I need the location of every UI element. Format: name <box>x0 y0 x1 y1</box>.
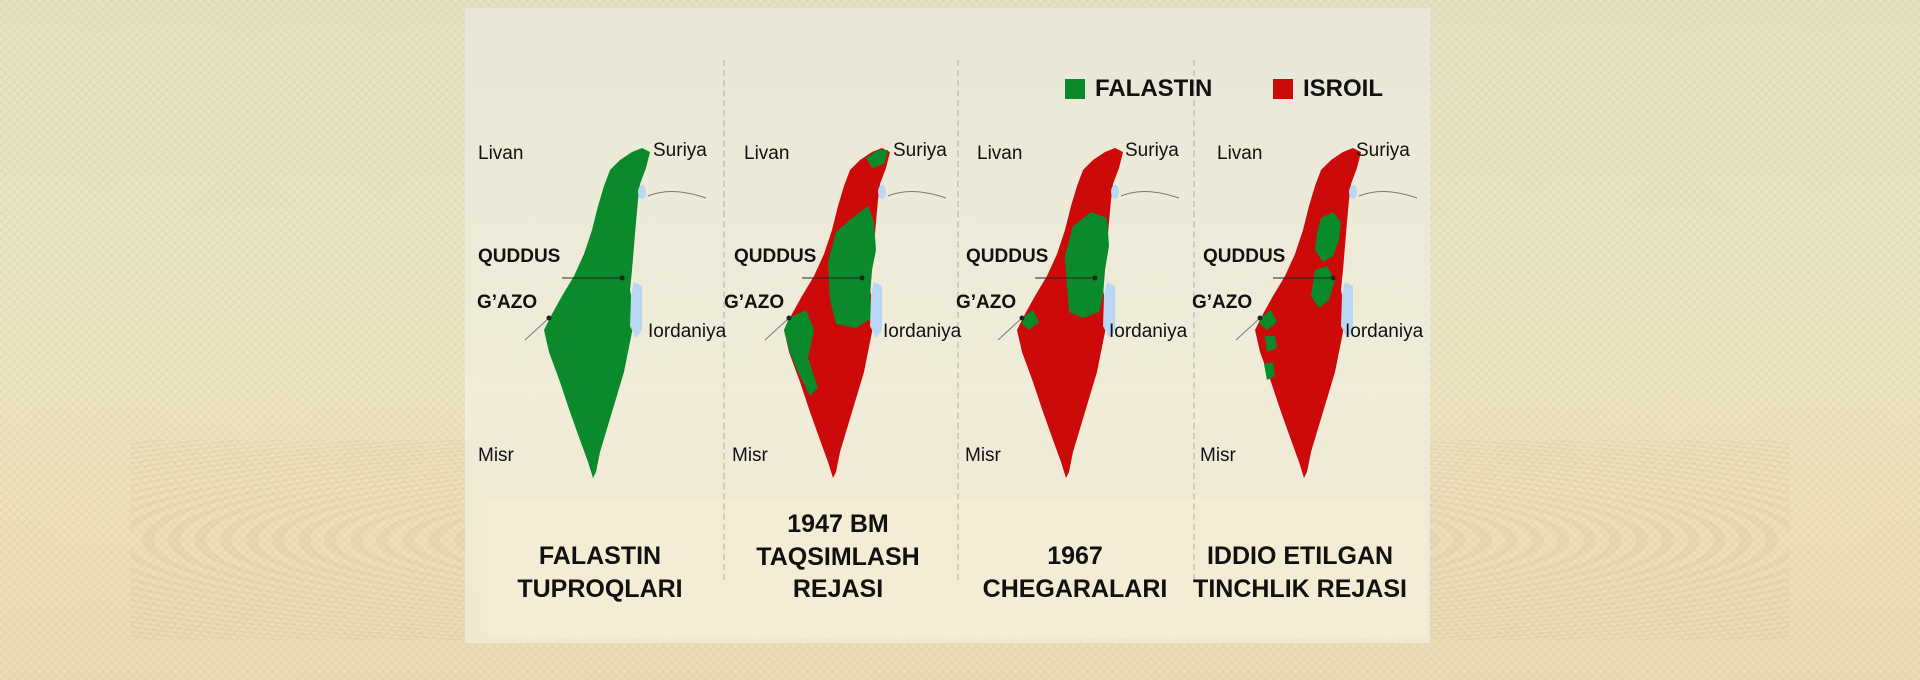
label-jerusalem: QUDDUS <box>966 246 1049 267</box>
territory-palestine <box>544 148 650 478</box>
jerusalem-dot <box>619 275 625 281</box>
jerusalem-dot <box>1330 275 1336 281</box>
caption-line: 1967 <box>1047 542 1103 570</box>
label-gaza: G’AZO <box>956 292 1017 313</box>
panel-divider <box>957 60 959 580</box>
label-jordan: Iordaniya <box>1345 321 1424 342</box>
label-gaza: G’AZO <box>724 292 785 313</box>
sea-of-galilee <box>1349 185 1357 199</box>
caption-line: TAQSIMLASH <box>756 542 920 571</box>
river-line <box>764 317 790 341</box>
label-jerusalem: QUDDUS <box>734 246 817 267</box>
caption-line: 1947 BM <box>787 510 889 538</box>
sea-of-galilee <box>878 185 886 199</box>
label-egypt: Misr <box>732 445 768 466</box>
panel-divider <box>723 60 725 580</box>
territory-palestine <box>866 150 888 168</box>
caption-line: REJASI <box>792 575 884 603</box>
caption-3: 1967 CHEGARALARI <box>960 540 1190 605</box>
territory-palestine <box>784 310 818 396</box>
caption-4: IDDIO ETILGAN TINCHLIK REJASI <box>1175 540 1425 605</box>
label-syria: Suriya <box>1125 140 1179 161</box>
label-jordan: Iordaniya <box>1109 321 1188 342</box>
sea-of-galilee <box>638 185 646 199</box>
gaza-dot <box>546 315 552 321</box>
dead-sea <box>870 282 882 338</box>
sea-of-galilee <box>1111 185 1119 199</box>
caption-line: TINCHLIK REJASI <box>1193 574 1407 603</box>
river-line <box>1120 191 1180 199</box>
dead-sea <box>630 282 642 338</box>
israel-swatch <box>1273 79 1293 99</box>
caption-line: CHEGARALARI <box>982 574 1168 603</box>
territory-palestine <box>1065 212 1109 318</box>
territory-palestine <box>1265 336 1277 352</box>
label-egypt: Misr <box>1200 445 1236 466</box>
label-lebanon: Livan <box>478 143 524 164</box>
territory-palestine <box>1315 212 1341 262</box>
river-line <box>887 191 947 199</box>
label-gaza: G’AZO <box>1192 292 1253 313</box>
label-jordan: Iordaniya <box>883 321 962 342</box>
label-lebanon: Livan <box>977 143 1023 164</box>
palestine-swatch <box>1065 79 1085 99</box>
caption-line: FALASTIN <box>538 542 662 570</box>
caption-2: 1947 BM TAQSIMLASH REJASI <box>723 508 953 606</box>
legend-palestine-label: FALASTIN <box>1095 75 1213 102</box>
caption-line: IDDIO ETILGAN <box>1206 542 1394 570</box>
gaza-dot <box>1257 315 1263 321</box>
legend-israel-label: ISROIL <box>1303 75 1384 102</box>
label-egypt: Misr <box>478 445 514 466</box>
jerusalem-dot <box>859 275 865 281</box>
dead-sea <box>1341 282 1353 338</box>
label-syria: Suriya <box>1356 140 1410 161</box>
label-lebanon: Livan <box>1217 143 1263 164</box>
territory-palestine <box>1311 266 1335 308</box>
river-line <box>647 191 707 199</box>
river-line <box>1358 191 1418 199</box>
territory-palestine <box>828 206 876 328</box>
label-gaza: G’AZO <box>477 292 538 313</box>
caption-band <box>487 500 1427 638</box>
territory-palestine <box>1260 310 1277 330</box>
caption-1: FALASTIN TUPROQLARI <box>485 540 715 605</box>
caption-line: TUPROQLARI <box>517 574 683 603</box>
label-syria: Suriya <box>653 140 707 161</box>
jerusalem-dot <box>1092 275 1098 281</box>
river-line <box>1235 317 1261 341</box>
territory-palestine <box>1264 362 1275 380</box>
river-line <box>524 317 550 341</box>
gaza-dot <box>1019 315 1025 321</box>
legend-palestine: FALASTIN <box>1065 74 1212 104</box>
river-line <box>997 317 1023 341</box>
gaza-dot <box>786 315 792 321</box>
label-syria: Suriya <box>893 140 947 161</box>
label-jerusalem: QUDDUS <box>1203 246 1286 267</box>
panel-divider <box>1193 60 1195 580</box>
label-jordan: Iordaniya <box>648 321 727 342</box>
label-jerusalem: QUDDUS <box>478 246 561 267</box>
dead-sea <box>1103 282 1115 338</box>
label-lebanon: Livan <box>744 143 790 164</box>
label-egypt: Misr <box>965 445 1001 466</box>
territory-palestine <box>1022 310 1039 330</box>
legend-israel: ISROIL <box>1273 74 1383 104</box>
